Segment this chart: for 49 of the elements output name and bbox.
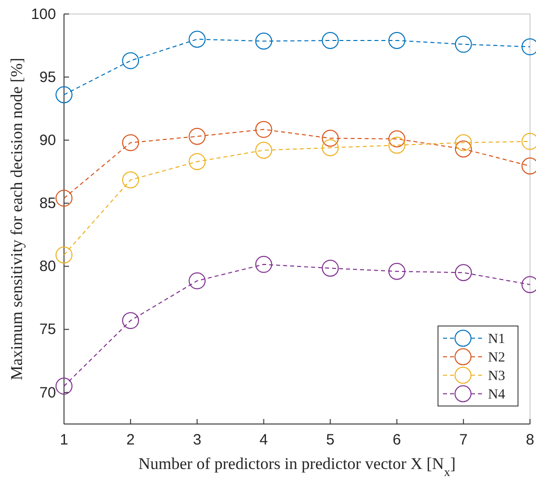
legend-label: N1 <box>488 332 506 348</box>
point <box>454 134 472 152</box>
point <box>322 32 339 49</box>
y-tick-label: 90 <box>39 132 56 149</box>
point <box>388 136 406 154</box>
point <box>454 264 472 282</box>
point <box>388 130 406 148</box>
x-tick-label: 8 <box>526 432 534 449</box>
point <box>188 153 206 170</box>
x-tick-label: 2 <box>126 432 135 449</box>
point <box>188 30 206 48</box>
point <box>56 190 72 207</box>
legend-label: N3 <box>488 369 506 384</box>
legend-label: N2 <box>488 350 506 366</box>
x-tick-label: 6 <box>392 432 402 449</box>
y-tick-label: 85 <box>39 195 56 212</box>
x-tick-label: 4 <box>260 432 268 449</box>
x-tick-label: 7 <box>459 432 468 449</box>
point <box>322 139 339 156</box>
y-tick-label: 100 <box>30 6 56 23</box>
y-tick-label: 80 <box>39 258 56 276</box>
point <box>122 171 140 188</box>
point <box>322 260 339 277</box>
point <box>188 272 206 290</box>
point <box>255 256 272 273</box>
point <box>454 140 472 158</box>
point <box>388 262 406 280</box>
point <box>255 142 272 159</box>
point <box>255 32 272 50</box>
x-tick-label: 5 <box>326 432 334 449</box>
point <box>255 120 272 138</box>
point <box>454 36 472 53</box>
point <box>388 32 406 49</box>
y-tick-label: 70 <box>39 384 56 402</box>
y-tick-label: 95 <box>39 68 56 86</box>
point <box>56 246 72 264</box>
point <box>56 378 72 395</box>
x-tick-label: 3 <box>192 432 202 449</box>
legend-label: N4 <box>488 388 506 403</box>
point <box>122 134 140 152</box>
y-axis-title: Maximum sensitivity for each decision node [%] <box>7 58 26 380</box>
point <box>322 130 339 147</box>
point <box>122 52 140 70</box>
x-axis-title: Number of predictors in predictor vector X [N$_{x}$] <box>138 454 456 479</box>
x-tick-label: 1 <box>60 432 68 449</box>
y-tick-label: 75 <box>39 321 56 338</box>
point <box>122 312 140 330</box>
point <box>56 86 72 104</box>
point <box>188 128 206 145</box>
